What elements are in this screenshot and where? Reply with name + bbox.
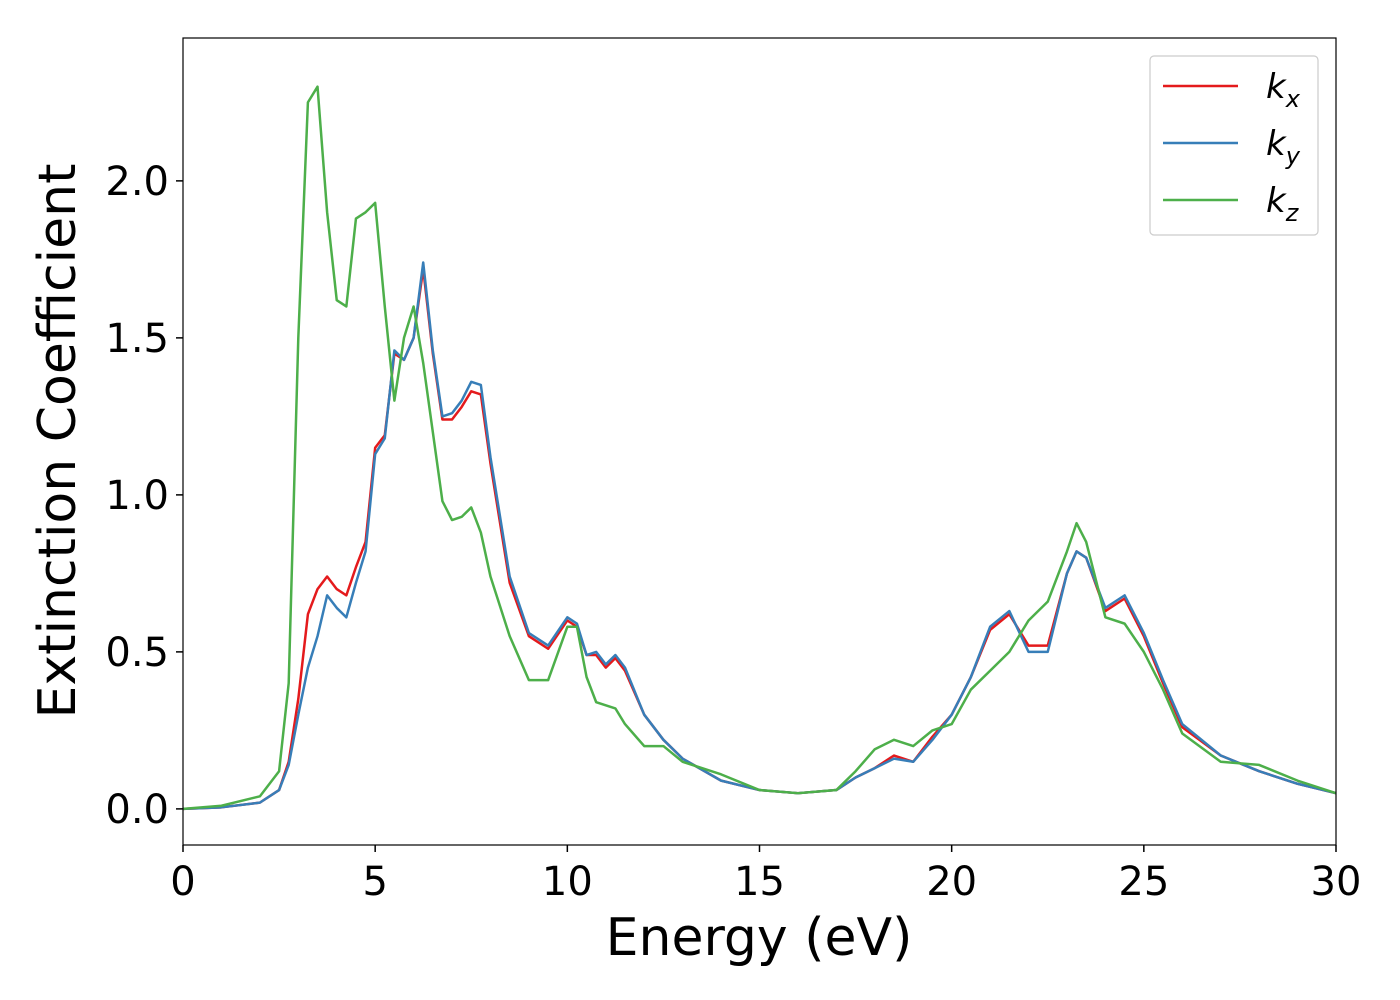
y-tick-label: 2.0 (105, 159, 169, 205)
y-tick-label: 1.5 (105, 316, 169, 362)
data-line (183, 261, 1336, 811)
x-tick-label: 25 (1118, 859, 1169, 905)
data-line (183, 85, 1336, 811)
y-tick-label: 0.5 (105, 630, 169, 676)
x-tick-label: 20 (926, 859, 977, 905)
x-tick-label: 0 (170, 859, 195, 905)
legend-label: ky (1266, 124, 1301, 170)
x-axis-label: Energy (eV) (606, 908, 913, 968)
y-tick-label: 0.0 (105, 787, 169, 833)
x-tick-label: 5 (362, 859, 387, 905)
legend-label: kz (1266, 181, 1300, 227)
x-tick-label: 15 (734, 859, 785, 905)
y-axis-label: Extinction Coefficient (28, 164, 88, 719)
plot-frame (182, 37, 1337, 846)
legend-label: kx (1266, 67, 1301, 113)
y-tick-label: 1.0 (105, 473, 169, 519)
legend-box (1149, 55, 1319, 236)
data-line (183, 267, 1336, 811)
x-tick-label: 10 (542, 859, 593, 905)
x-tick-label: 30 (1311, 859, 1362, 905)
